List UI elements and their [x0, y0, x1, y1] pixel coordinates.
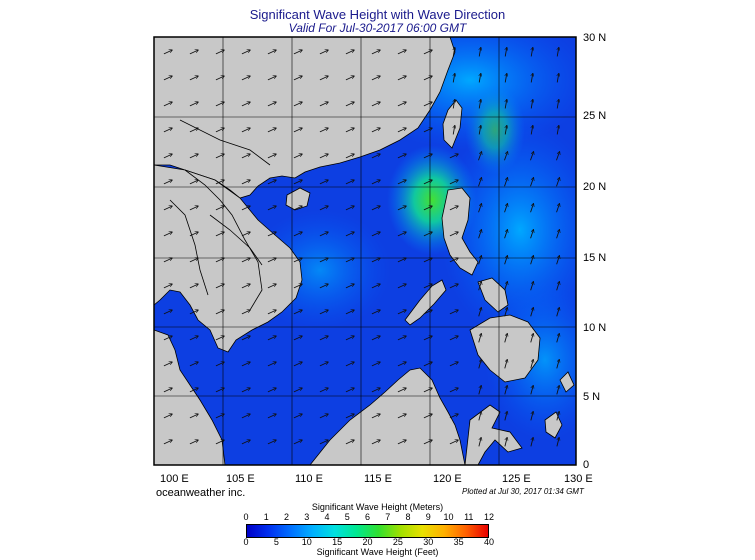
colorbar — [246, 524, 489, 538]
lat-label: 25 N — [583, 110, 607, 122]
lon-label: 120 E — [433, 473, 462, 485]
feet-tick: 20 — [362, 537, 373, 547]
meters-tick: 2 — [283, 512, 290, 522]
lon-label: 130 E — [564, 473, 593, 485]
lat-label: 20 N — [583, 181, 607, 193]
lon-label: 110 E — [295, 473, 323, 485]
feet-tick: 15 — [332, 537, 343, 547]
feet-tick: 40 — [483, 537, 495, 547]
meters-tick: 1 — [263, 512, 269, 522]
meters-tick: 0 — [243, 512, 249, 522]
meters-tick: 7 — [385, 512, 391, 522]
feet-tick: 30 — [423, 537, 434, 547]
feet-tick: 35 — [453, 537, 464, 547]
lon-label: 115 E — [364, 473, 392, 485]
feet-tick: 0 — [243, 537, 249, 547]
lon-label: 125 E — [502, 473, 531, 485]
meters-tick: 11 — [464, 512, 474, 522]
map-frame — [153, 36, 577, 466]
lat-label: 5 N — [583, 391, 601, 403]
meters-tick: 9 — [425, 512, 431, 522]
plotted-time: Plotted at Jul 30, 2017 01:34 GMT — [462, 487, 584, 496]
feet-tick: 5 — [273, 537, 279, 547]
meters-tick: 4 — [324, 512, 330, 522]
lon-label: 105 E — [226, 473, 255, 485]
meters-tick: 10 — [443, 512, 454, 522]
meters-tick: 8 — [405, 512, 411, 522]
feet-tick: 25 — [392, 537, 403, 547]
lat-label: 10 N — [583, 322, 607, 334]
meters-tick: 6 — [364, 512, 371, 522]
colorbar-title-feet: Significant Wave Height (Feet) — [316, 547, 439, 557]
lat-label: 0 — [583, 459, 590, 471]
meters-tick: 5 — [344, 512, 350, 522]
feet-tick: 10 — [301, 537, 312, 547]
borders — [169, 119, 271, 311]
map-valid-time: Valid For Jul-30-2017 06:00 GMT — [288, 21, 467, 35]
lat-label: 30 N — [583, 32, 607, 44]
credit-text: oceanweather inc. — [156, 487, 246, 499]
lat-label: 15 N — [583, 252, 607, 264]
lon-label: 100 E — [160, 473, 189, 485]
meters-tick: 3 — [304, 512, 310, 522]
colorbar-title-meters: Significant Wave Height (Meters) — [311, 502, 444, 512]
meters-tick: 12 — [483, 512, 495, 522]
map-title: Significant Wave Height with Wave Direct… — [249, 7, 506, 22]
wave-direction-arrows — [163, 48, 560, 447]
